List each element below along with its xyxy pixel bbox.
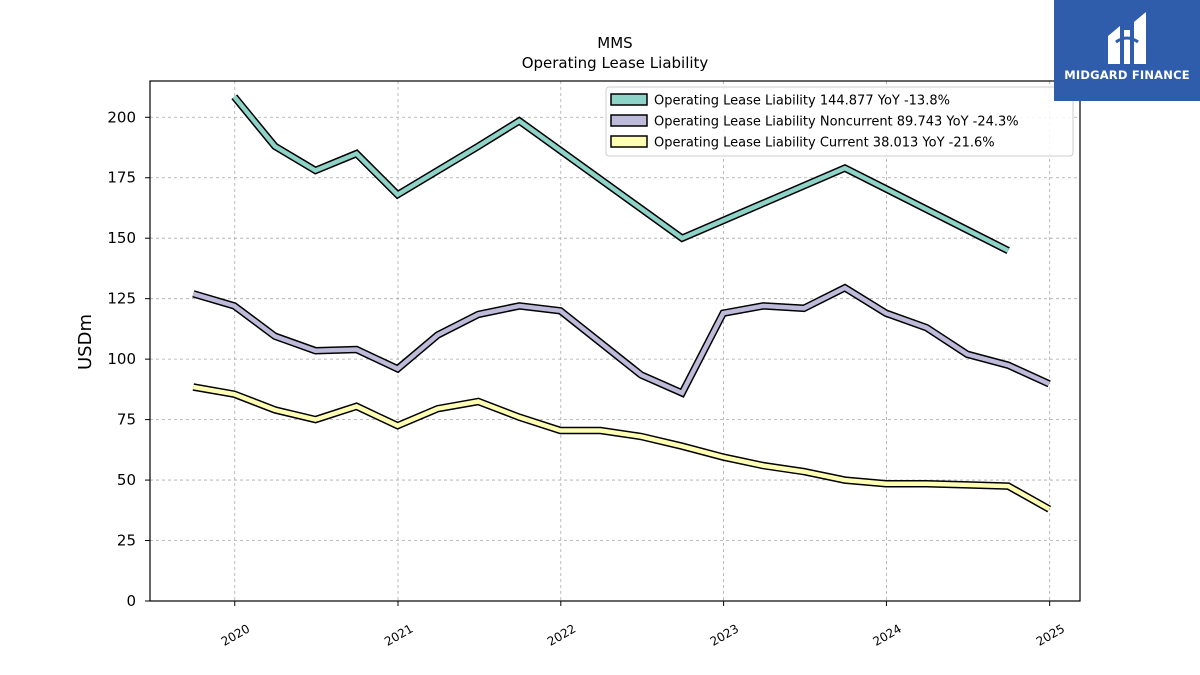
y-tick-label: 0 xyxy=(126,592,136,610)
logo-text: MIDGARD FINANCE xyxy=(1064,68,1190,82)
y-tick-label: 200 xyxy=(107,108,136,126)
y-tick-label: 100 xyxy=(107,350,136,368)
legend-label-current: Operating Lease Liability Current 38.013… xyxy=(654,136,995,151)
legend-swatch-noncurrent xyxy=(610,114,648,127)
x-tick-label: 2020 xyxy=(219,621,252,648)
series-line xyxy=(232,95,1010,253)
series-line xyxy=(192,384,1051,512)
legend-label-noncurrent: Operating Lease Liability Noncurrent 89.… xyxy=(654,115,1019,130)
chart-subtitle: Operating Lease Liability xyxy=(522,54,709,72)
x-tick-label: 2024 xyxy=(870,621,903,648)
x-tick-label: 2023 xyxy=(708,621,741,648)
x-tick-label: 2022 xyxy=(545,621,578,648)
legend-swatch-current xyxy=(610,135,648,148)
legend-label-total: Operating Lease Liability 144.877 YoY -1… xyxy=(654,94,950,109)
y-tick-label: 25 xyxy=(117,532,136,550)
series-line-outline xyxy=(192,283,1051,398)
chart-title: MMS xyxy=(597,34,632,52)
plot-frame xyxy=(149,80,1081,602)
legend-swatch-total xyxy=(610,93,648,106)
brand-logo: MIDGARD FINANCE xyxy=(1054,0,1200,101)
midgard-finance-logo-icon xyxy=(1108,12,1146,64)
y-tick-label: 175 xyxy=(107,169,136,187)
series-lines xyxy=(192,94,1052,513)
y-tick-label: 125 xyxy=(107,290,136,308)
axis-ticks: 0 25 50 75 100 125 150 175 200 2020 2021 2022 2023 20… xyxy=(107,108,1067,649)
y-tick-label: 150 xyxy=(107,229,136,247)
y-tick-label: 75 xyxy=(117,411,136,429)
x-tick-label: 2021 xyxy=(382,621,415,648)
y-tick-label: 50 xyxy=(117,471,136,489)
legend: Operating Lease Liability 144.877 YoY -1… xyxy=(605,86,1074,157)
x-tick-label: 2025 xyxy=(1034,621,1067,648)
series-line xyxy=(192,285,1051,396)
legend-box xyxy=(605,86,1074,157)
y-axis-label: USDm xyxy=(75,314,96,370)
series-line-outline xyxy=(192,383,1052,513)
